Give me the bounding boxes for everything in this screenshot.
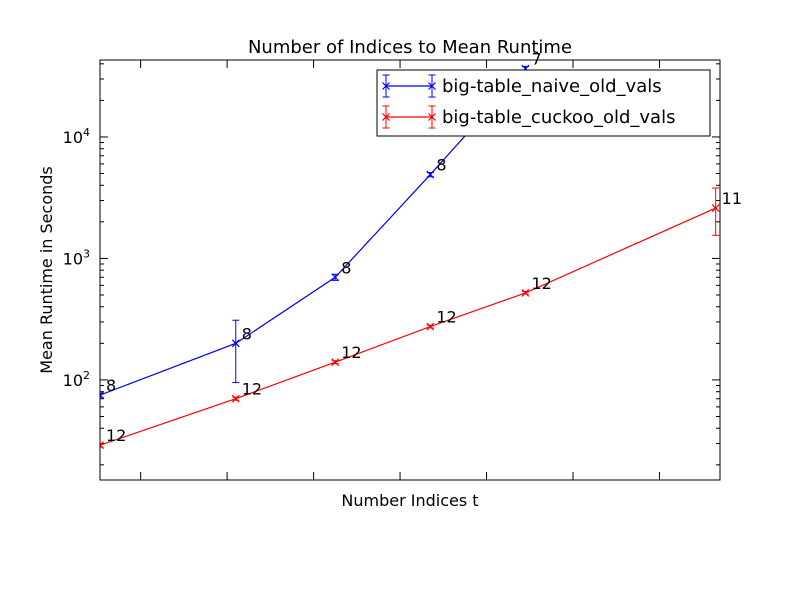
- data-point-marker: [231, 339, 240, 348]
- series-big-table_cuckoo_old_vals: [100, 187, 720, 450]
- legend-entry: big-table_cuckoo_old_vals: [382, 105, 675, 129]
- legend-marker: [428, 82, 436, 90]
- point-count-label: 12: [531, 274, 551, 293]
- legend: big-table_naive_old_vals big-table_cuckoo…: [376, 69, 711, 137]
- data-point-marker: [331, 273, 340, 282]
- chart-title: Number of Indices to Mean Runtime: [248, 37, 572, 58]
- y-tick-labels: 102 103 104: [63, 126, 90, 390]
- point-count-label: 11: [722, 189, 742, 208]
- data-point-marker: [331, 358, 340, 367]
- data-point-marker: [231, 394, 240, 403]
- legend-marker: [428, 113, 436, 121]
- y-tick-label: 104: [63, 126, 90, 147]
- y-tick-label: 102: [63, 369, 90, 390]
- point-count-label: 12: [436, 308, 456, 327]
- data-point-marker: [100, 391, 104, 400]
- point-count-label: 8: [242, 324, 252, 343]
- data-point-marker: [521, 289, 530, 297]
- point-count-label: 7: [531, 50, 541, 69]
- y-tick-label: 103: [63, 247, 90, 268]
- point-count-label: 12: [106, 426, 126, 445]
- point-count-label: 8: [106, 376, 116, 395]
- point-count-label: 8: [436, 156, 446, 175]
- legend-entry: big-table_naive_old_vals: [382, 74, 662, 98]
- plot-area-frame: [99, 59, 721, 481]
- series-line: [100, 207, 716, 446]
- point-count-label: 8: [341, 258, 351, 277]
- x-axis-label: Number Indices t: [341, 491, 478, 510]
- data-point-marker: [711, 204, 720, 212]
- y-axis-label: Mean Runtime in Seconds: [37, 166, 56, 373]
- legend-marker: [382, 113, 390, 121]
- data-point-marker: [100, 441, 104, 450]
- series-layer: 8 8 8 8 7 12 12 12 12 12 11: [100, 50, 742, 450]
- legend-marker: [382, 82, 390, 90]
- data-point-marker: [426, 322, 435, 331]
- point-count-label: 12: [242, 380, 262, 399]
- axis-ticks: [100, 60, 720, 480]
- legend-label: big-table_cuckoo_old_vals: [442, 107, 675, 128]
- legend-label: big-table_naive_old_vals: [442, 76, 662, 97]
- data-point-marker: [426, 170, 435, 179]
- point-count-label: 12: [341, 343, 361, 362]
